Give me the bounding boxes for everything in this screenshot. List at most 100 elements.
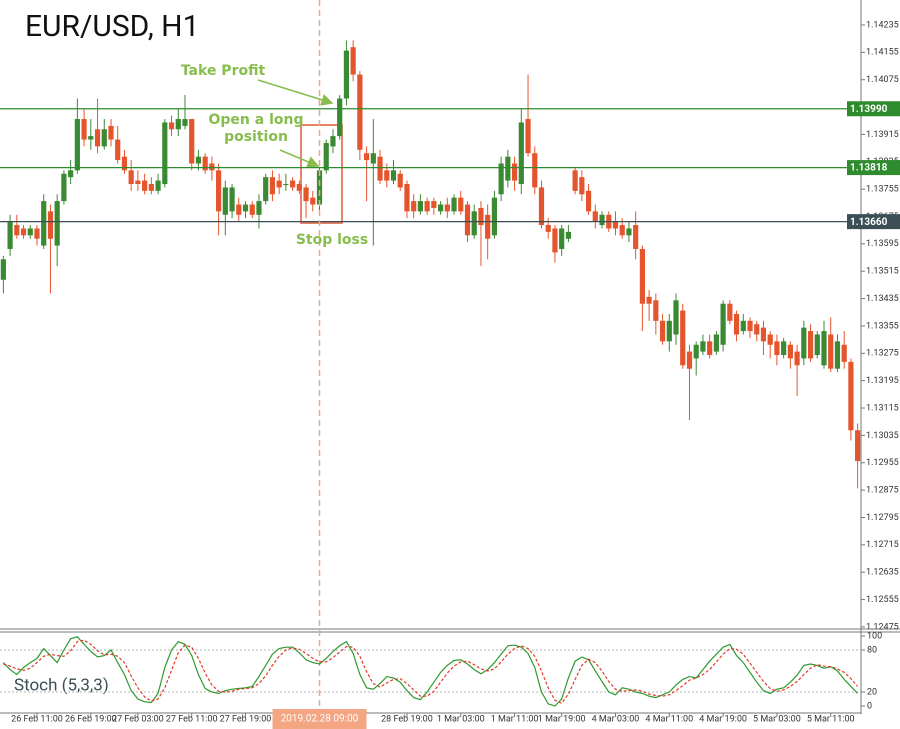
candle-body <box>612 221 619 229</box>
y-tick-label: 1.14075 <box>866 75 899 85</box>
x-tick-label: 4 Mar 11:00 <box>645 714 693 724</box>
candle-body <box>249 204 255 215</box>
candle-body <box>155 180 161 191</box>
candle-body <box>68 170 74 178</box>
candle-body <box>370 153 376 164</box>
chart-title: EUR/USD, H1 <box>25 9 199 44</box>
candle-body <box>121 156 128 171</box>
y-tick-label: 1.13275 <box>866 349 899 359</box>
arrow <box>279 149 320 168</box>
candle-body <box>20 228 27 236</box>
candle-body <box>444 204 450 212</box>
x-tick-label: 1 Mar 03:00 <box>437 714 485 724</box>
price-tag-label: 1.13818 <box>850 163 888 174</box>
candle-body <box>417 201 424 212</box>
candle-body <box>828 334 834 369</box>
candle-body <box>458 197 464 212</box>
candle-body <box>774 341 780 356</box>
candle-body <box>572 170 578 191</box>
y-tick-label: 0 <box>867 701 872 711</box>
candle-body <box>653 300 659 321</box>
candle-body <box>283 184 289 186</box>
stoch-line <box>2 636 859 707</box>
candle-body <box>794 351 800 366</box>
candle-body <box>363 153 370 161</box>
candle-body <box>135 180 141 185</box>
x-tick-label: 28 Feb 19:00 <box>381 714 433 724</box>
candle-body <box>343 50 350 99</box>
x-tick-label: 5 Mar 03:00 <box>753 714 801 724</box>
y-tick-label: 1.13115 <box>866 403 899 413</box>
candle-body <box>189 119 195 164</box>
candle-body <box>115 139 121 161</box>
stoch-line <box>3 639 859 704</box>
x-tick-label: 4 Mar 19:00 <box>699 714 747 724</box>
candle-body <box>659 320 666 342</box>
candle-body <box>559 228 565 249</box>
candle-body <box>263 177 269 202</box>
y-tick-label: 1.13035 <box>866 431 899 441</box>
candle-body <box>538 187 545 226</box>
candle-body <box>760 327 767 342</box>
y-tick-label: 20 <box>867 687 877 697</box>
candle-body <box>814 334 820 356</box>
candle-body <box>700 341 706 352</box>
candle-body <box>195 156 202 164</box>
candle-body <box>518 122 524 185</box>
candle-body <box>182 119 188 126</box>
candle-body <box>666 320 672 342</box>
candle-body <box>511 163 518 181</box>
candle-body <box>54 201 60 246</box>
candle-body <box>471 211 477 236</box>
candle-body <box>128 170 134 185</box>
candle-body <box>693 344 699 359</box>
candle-body <box>485 214 491 239</box>
candle-body <box>390 170 397 181</box>
candle-body <box>303 187 309 202</box>
candle-body <box>216 170 222 212</box>
y-tick-label: 1.13355 <box>866 321 899 331</box>
candle-body <box>713 334 719 352</box>
candle-body <box>229 187 235 212</box>
candle-body <box>101 129 107 147</box>
candle-body <box>357 74 363 150</box>
candle-body <box>599 214 605 226</box>
candle-body <box>747 320 753 332</box>
candle-body <box>855 430 861 462</box>
candle-body <box>491 197 498 236</box>
candle-body <box>411 201 417 212</box>
candle-body <box>323 142 329 171</box>
y-tick-label: 1.12875 <box>866 485 899 495</box>
candle-body <box>337 98 343 137</box>
candle-body <box>707 341 713 356</box>
candle-body <box>14 225 20 236</box>
candle-body <box>209 163 215 171</box>
y-tick-label: 1.12555 <box>866 595 899 605</box>
y-tick-label: 1.13915 <box>866 130 899 140</box>
x-tick-label: 26 Feb 19:00 <box>65 714 117 724</box>
candle-body <box>94 129 101 147</box>
candle-body <box>316 170 323 205</box>
candle-body <box>431 201 437 208</box>
candle-body <box>478 207 484 226</box>
candle-body <box>801 327 807 359</box>
candle-body <box>384 170 390 181</box>
y-tick-label: 1.12475 <box>866 622 899 632</box>
candle-body <box>74 119 80 171</box>
candle-body <box>290 180 296 188</box>
candle-body <box>202 156 208 171</box>
candle-body <box>686 351 693 369</box>
candle-body <box>626 228 632 236</box>
y-tick-label: 1.13435 <box>866 294 899 304</box>
candle-body <box>733 313 740 335</box>
candle-body <box>168 122 175 130</box>
candle-body <box>34 228 40 239</box>
x-tick-label: 2019.02.28 09:00 <box>281 714 359 725</box>
candle-body <box>834 341 841 369</box>
y-tick-label: 1.13515 <box>866 267 899 277</box>
price-tag <box>847 214 900 230</box>
indicator-title: Stoch (5,3,3) <box>14 675 109 695</box>
candle-body <box>148 184 154 191</box>
candle-body <box>276 180 282 188</box>
